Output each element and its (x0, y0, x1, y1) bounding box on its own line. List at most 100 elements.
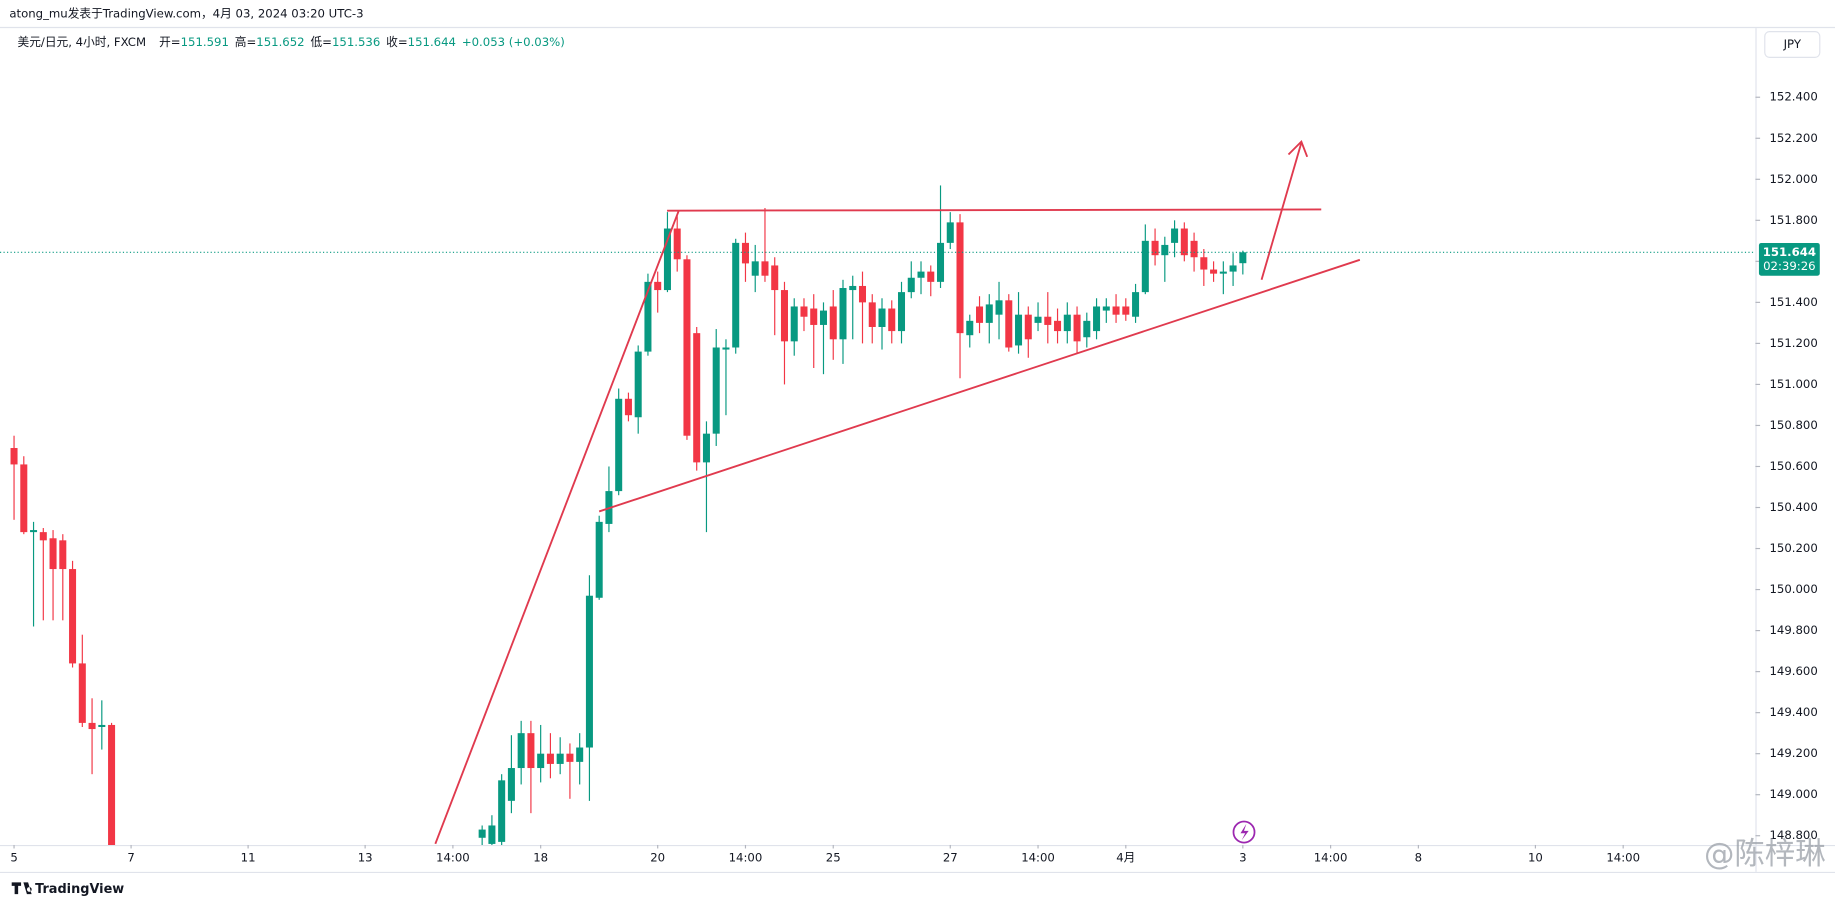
candle-body (644, 281, 652, 352)
legend-value: 151.536 (332, 35, 380, 49)
candle-body (858, 285, 867, 303)
candle-body (88, 722, 96, 730)
candle-body (976, 306, 984, 323)
candle-body (59, 540, 67, 570)
currency-button[interactable] (1764, 31, 1821, 58)
candle-body (1122, 306, 1130, 315)
candle-body (888, 308, 896, 332)
candle-body (1200, 257, 1208, 270)
x-tick-label: 10 (1528, 850, 1543, 864)
y-tick-label: 152.000 (1769, 172, 1817, 186)
candle-body (985, 304, 993, 323)
candle-body (30, 530, 38, 533)
candle-body (69, 569, 77, 664)
y-tick-label: 150.200 (1769, 541, 1817, 555)
candle-body (634, 351, 642, 418)
event-bolt (1240, 823, 1249, 841)
candle-body (780, 290, 788, 342)
y-tick-label: 149.600 (1769, 664, 1817, 678)
candle-body (1132, 292, 1140, 317)
watermark: @陈梓琳 (1704, 837, 1826, 872)
candle-body (1141, 240, 1149, 293)
candle-body (868, 302, 876, 327)
legend-label: 收= (386, 35, 407, 49)
candle-body (556, 753, 564, 764)
trend-line (434, 210, 680, 845)
y-tick-label: 151.400 (1769, 295, 1817, 309)
candle-body (810, 308, 818, 325)
candle-body (1171, 228, 1179, 243)
x-tick-label: 14:00 (436, 850, 470, 864)
candle-body (1054, 320, 1062, 332)
countdown-label: 02:39:26 (1763, 259, 1816, 273)
candle-body (673, 228, 681, 260)
candle-body (1239, 252, 1247, 264)
y-tick-label: 149.800 (1769, 623, 1817, 637)
candle-body (49, 538, 57, 570)
arrow-head (1287, 139, 1309, 158)
x-tick-label: 3 (1239, 850, 1246, 864)
candle-body (108, 724, 116, 845)
candle-body (654, 281, 662, 291)
currency-label[interactable]: JPY (1783, 37, 1802, 51)
x-tick-label: 14:00 (1021, 850, 1055, 864)
candle-body (78, 663, 86, 723)
candle-body (1161, 244, 1169, 256)
candle-body (615, 398, 623, 492)
y-tick-label: 152.200 (1769, 131, 1817, 145)
candle-body (517, 733, 525, 769)
candle-body (10, 448, 18, 465)
candle-body (1190, 240, 1198, 258)
candle-body (946, 222, 954, 243)
candle-body (1083, 320, 1091, 338)
legend-value: 151.652 (256, 35, 304, 49)
candle-body (1073, 314, 1081, 342)
y-tick-label: 151.800 (1769, 213, 1817, 227)
legend-change: +0.053 (+0.03%) (462, 35, 565, 49)
candle-body (995, 300, 1003, 315)
last-price-tag (1758, 242, 1820, 276)
candle-body (1063, 314, 1071, 332)
x-tick-label: 11 (241, 850, 256, 864)
candle-body (546, 753, 554, 764)
x-tick-label: 25 (826, 850, 841, 864)
candle-body (839, 288, 847, 340)
candle-body (1219, 271, 1227, 274)
footer-brand[interactable]: TradingView (35, 882, 124, 897)
last-price-label: 151.644 (1763, 245, 1816, 259)
legend-label: 高= (235, 35, 256, 49)
x-tick-label: 18 (533, 850, 548, 864)
candle-body (761, 261, 769, 276)
candle-body (819, 310, 827, 325)
candle-body (478, 829, 486, 838)
candle-body (1151, 240, 1159, 256)
candle-body (498, 780, 506, 842)
candle-body (1024, 314, 1032, 340)
support-line (598, 258, 1361, 513)
y-tick-label: 149.200 (1769, 746, 1817, 760)
y-tick-label: 149.000 (1769, 787, 1817, 801)
candle-body (849, 285, 857, 291)
y-tick-label: 150.400 (1769, 500, 1817, 514)
candle-body (732, 242, 740, 348)
x-tick-label: 14:00 (1314, 850, 1348, 864)
x-tick-label: 5 (10, 850, 17, 864)
y-tick-label: 148.800 (1769, 828, 1817, 842)
candle-body (1034, 316, 1042, 323)
candle-body (1015, 314, 1023, 346)
author-line: atong_mu发表于TradingView.com，4月 03, 2024 0… (9, 7, 363, 21)
event-icon[interactable] (1232, 820, 1256, 844)
candle-body (937, 242, 945, 282)
legend-label: 低= (310, 35, 331, 49)
candle-body (20, 464, 28, 533)
candle-body (1180, 228, 1188, 256)
candle-body (1229, 265, 1237, 272)
candle-body (595, 521, 603, 598)
x-tick-label: 4月 (1116, 850, 1135, 864)
y-tick-label: 150.000 (1769, 582, 1817, 596)
candle-body (927, 271, 935, 282)
plot (10, 185, 1247, 845)
x-tick-label: 13 (358, 850, 373, 864)
y-tick-label: 150.800 (1769, 418, 1817, 432)
